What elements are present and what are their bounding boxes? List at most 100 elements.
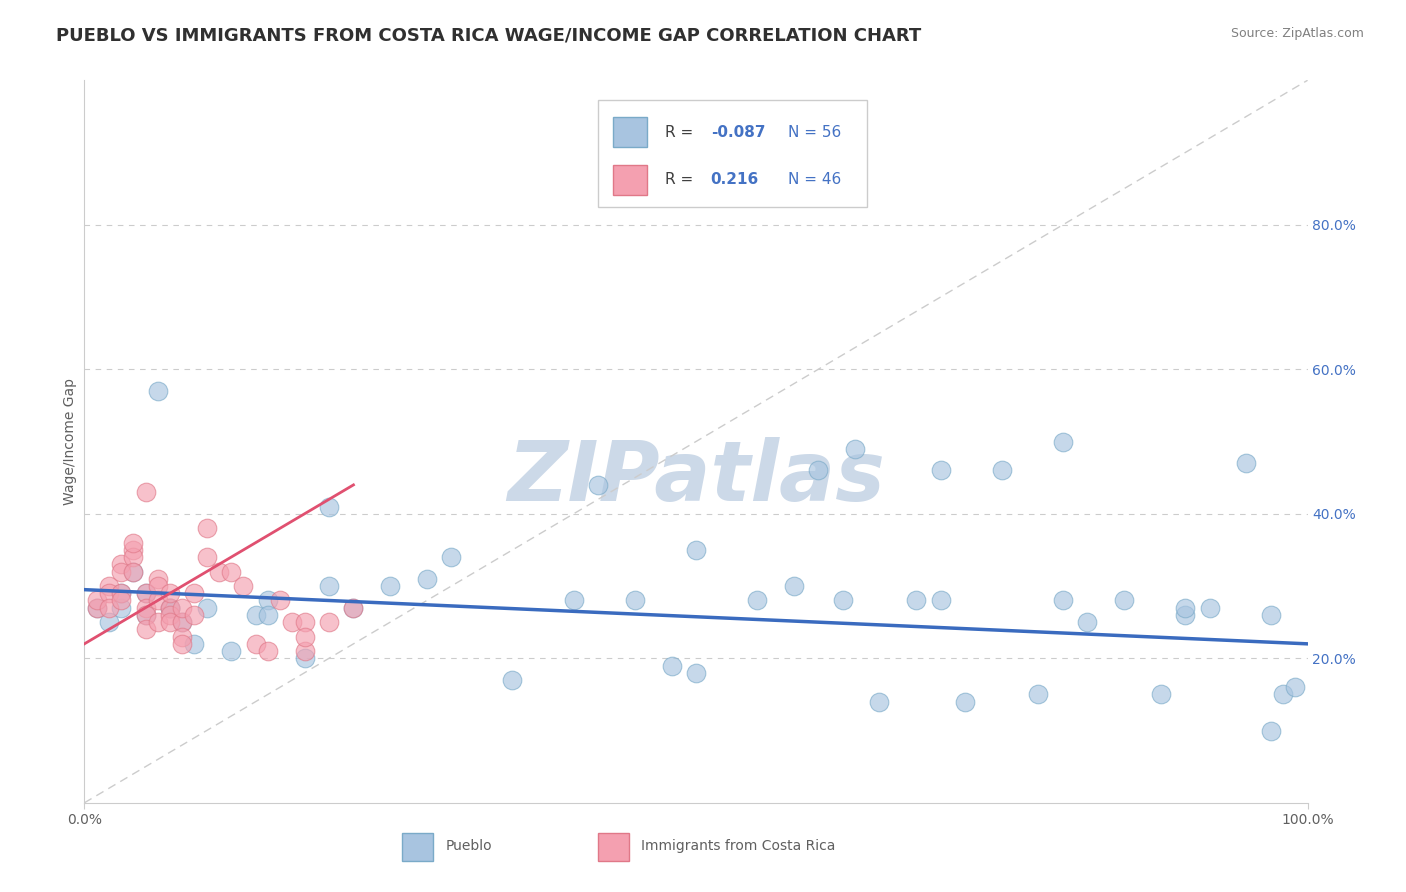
Text: -0.087: -0.087: [710, 125, 765, 140]
Point: [245, 637, 267, 651]
Point: [1272, 687, 1295, 701]
Point: [135, 607, 157, 622]
Point: [1114, 593, 1136, 607]
Point: [146, 384, 169, 398]
Point: [624, 593, 647, 607]
Point: [783, 579, 806, 593]
Point: [929, 463, 952, 477]
FancyBboxPatch shape: [598, 833, 628, 861]
Text: ZIPatlas: ZIPatlas: [508, 437, 884, 518]
Point: [172, 600, 194, 615]
Point: [146, 615, 169, 630]
Point: [929, 593, 952, 607]
Text: Source: ZipAtlas.com: Source: ZipAtlas.com: [1230, 27, 1364, 40]
Point: [208, 565, 231, 579]
Text: 0.216: 0.216: [710, 172, 759, 187]
Point: [86, 600, 108, 615]
Point: [1174, 600, 1197, 615]
Point: [110, 558, 132, 572]
Point: [257, 644, 280, 658]
Point: [905, 593, 928, 607]
Point: [1236, 456, 1258, 470]
Point: [1076, 615, 1098, 630]
Point: [294, 615, 316, 630]
Point: [122, 542, 145, 557]
Point: [86, 593, 108, 607]
FancyBboxPatch shape: [613, 165, 647, 195]
Text: Immigrants from Costa Rica: Immigrants from Costa Rica: [641, 839, 835, 853]
Point: [159, 600, 181, 615]
Text: R =: R =: [665, 172, 699, 187]
Point: [146, 572, 169, 586]
Point: [159, 615, 181, 630]
Point: [342, 600, 364, 615]
Point: [172, 637, 194, 651]
Point: [183, 637, 205, 651]
Point: [159, 600, 181, 615]
Point: [195, 550, 218, 565]
Point: [159, 607, 181, 622]
Point: [440, 550, 463, 565]
Point: [416, 572, 439, 586]
Point: [380, 579, 402, 593]
Point: [294, 630, 316, 644]
Text: R =: R =: [665, 125, 699, 140]
Point: [110, 600, 132, 615]
Point: [110, 586, 132, 600]
Point: [183, 586, 205, 600]
Text: N = 46: N = 46: [787, 172, 841, 187]
Text: PUEBLO VS IMMIGRANTS FROM COSTA RICA WAGE/INCOME GAP CORRELATION CHART: PUEBLO VS IMMIGRANTS FROM COSTA RICA WAG…: [56, 27, 921, 45]
Point: [747, 593, 769, 607]
Text: N = 56: N = 56: [787, 125, 841, 140]
Point: [97, 615, 120, 630]
Point: [1260, 607, 1282, 622]
Point: [281, 615, 304, 630]
Point: [146, 579, 169, 593]
Point: [1150, 687, 1173, 701]
Point: [122, 550, 145, 565]
Point: [172, 615, 194, 630]
Point: [294, 644, 316, 658]
Point: [97, 586, 120, 600]
Point: [172, 630, 194, 644]
Point: [685, 542, 707, 557]
Point: [110, 593, 132, 607]
Point: [807, 463, 830, 477]
Point: [135, 607, 157, 622]
Point: [1174, 607, 1197, 622]
Point: [953, 695, 976, 709]
Point: [502, 673, 524, 687]
Point: [135, 586, 157, 600]
Point: [110, 565, 132, 579]
Point: [135, 623, 157, 637]
FancyBboxPatch shape: [613, 117, 647, 147]
Point: [1052, 593, 1074, 607]
Point: [195, 600, 218, 615]
Point: [685, 665, 707, 680]
Point: [342, 600, 364, 615]
Point: [318, 579, 340, 593]
Point: [86, 600, 108, 615]
Point: [991, 463, 1014, 477]
Point: [318, 500, 340, 514]
Point: [135, 485, 157, 500]
Point: [122, 565, 145, 579]
Point: [195, 521, 218, 535]
Point: [219, 565, 242, 579]
Point: [257, 593, 280, 607]
Point: [122, 565, 145, 579]
Point: [257, 607, 280, 622]
Y-axis label: Wage/Income Gap: Wage/Income Gap: [63, 378, 77, 505]
Point: [135, 600, 157, 615]
Point: [1260, 723, 1282, 738]
Point: [1052, 434, 1074, 449]
Text: Pueblo: Pueblo: [446, 839, 492, 853]
Point: [831, 593, 853, 607]
Point: [135, 586, 157, 600]
Point: [97, 579, 120, 593]
FancyBboxPatch shape: [598, 100, 868, 207]
Point: [159, 600, 181, 615]
Point: [269, 593, 291, 607]
Point: [172, 615, 194, 630]
Point: [1198, 600, 1220, 615]
